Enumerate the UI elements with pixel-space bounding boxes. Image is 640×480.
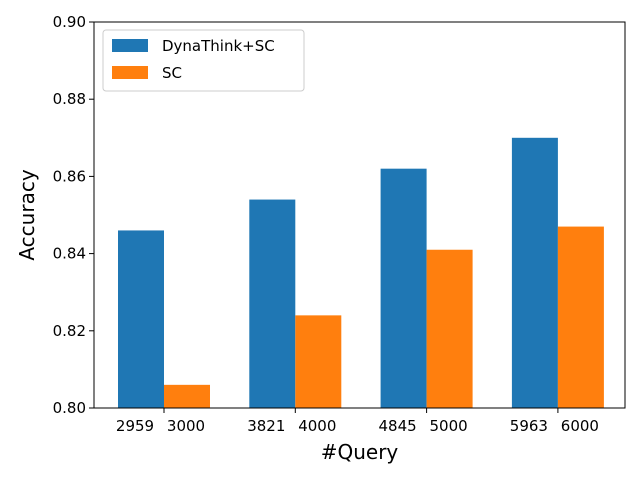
x-tick-label: 5000 xyxy=(430,417,468,435)
x-tick-label: 3000 xyxy=(167,417,205,435)
bar-dynathink-sc-2 xyxy=(380,168,427,408)
x-tick-label: 2959 xyxy=(116,417,154,435)
y-tick-label: 0.90 xyxy=(53,13,86,31)
x-tick-label: 4000 xyxy=(298,417,336,435)
plot-frame xyxy=(93,21,626,409)
y-tick-label: 0.80 xyxy=(53,399,86,417)
bar-sc-0 xyxy=(164,384,210,408)
y-tick-label: 0.82 xyxy=(53,322,86,340)
y-tick-label: 0.84 xyxy=(53,245,86,263)
legend-swatch-dynathink-sc xyxy=(112,39,148,52)
y-axis-label: Accuracy xyxy=(15,169,39,260)
bars-layer xyxy=(118,137,604,409)
bar-sc-3 xyxy=(557,226,604,408)
bar-sc-2 xyxy=(426,249,473,408)
ticks-layer: 0.80 0.82 0.84 0.86 0.88 0.90 2959 3000 3821 4000… xyxy=(53,13,599,435)
legend: DynaThink+SC SC xyxy=(102,29,305,92)
bar-sc-1 xyxy=(295,315,342,408)
legend-swatch-sc xyxy=(112,66,148,79)
x-tick-label: 6000 xyxy=(561,417,599,435)
bar-dynathink-sc-3 xyxy=(511,137,558,409)
legend-label-sc: SC xyxy=(162,64,182,82)
axes-layer xyxy=(93,21,626,409)
legend-label-dynathink-sc: DynaThink+SC xyxy=(162,37,275,55)
bar-dynathink-sc-1 xyxy=(249,199,296,408)
bar-dynathink-sc-0 xyxy=(118,230,164,408)
x-axis-label: #Query xyxy=(321,440,399,464)
y-tick-label: 0.88 xyxy=(53,90,86,108)
legend-box xyxy=(102,29,305,92)
y-tick-label: 0.86 xyxy=(53,167,86,185)
x-tick-label: 4845 xyxy=(379,417,417,435)
x-tick-label: 3821 xyxy=(247,417,285,435)
x-tick-label: 5963 xyxy=(510,417,548,435)
